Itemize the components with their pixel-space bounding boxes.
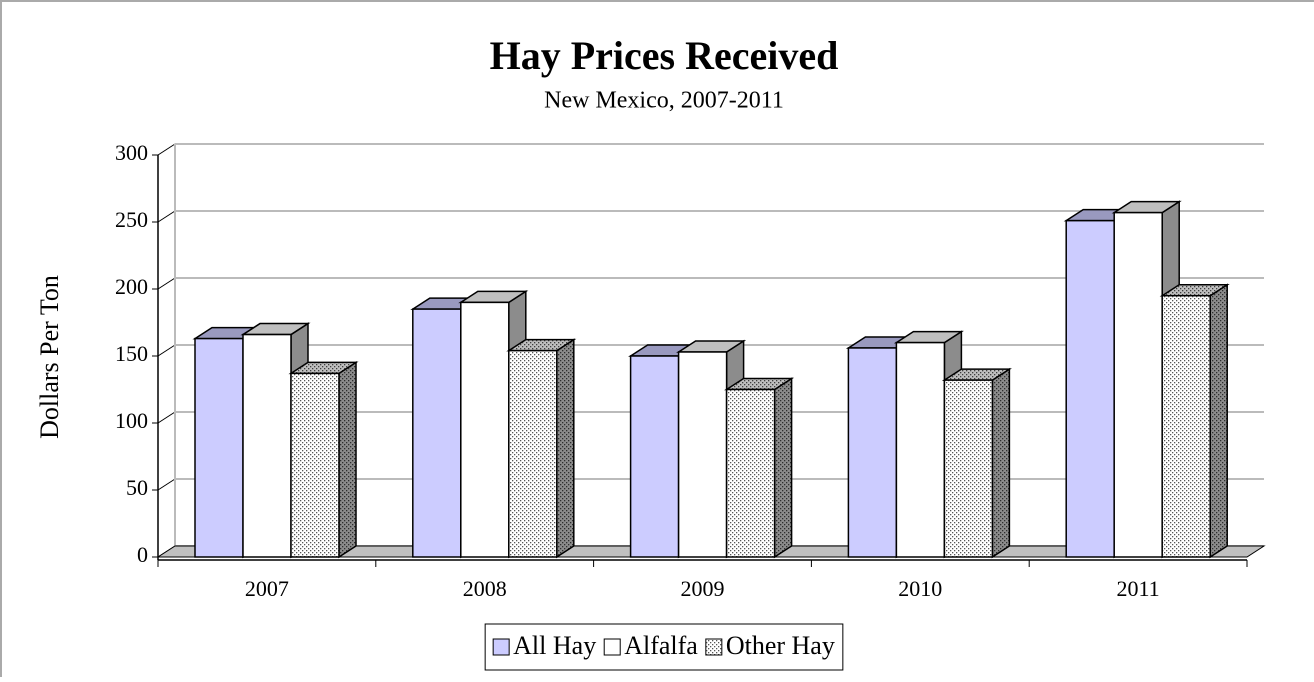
bar xyxy=(194,337,244,558)
x-tick-label: 2009 xyxy=(681,576,725,601)
y-axis-label: Dollars Per Ton xyxy=(35,275,64,439)
bar-top-shade xyxy=(726,378,792,390)
bar-top-shade xyxy=(1162,284,1228,296)
legend-swatch xyxy=(603,638,621,656)
bar-top-shade xyxy=(460,291,526,303)
bar xyxy=(725,388,776,558)
legend-label: Alfalfa xyxy=(624,631,698,660)
y-tick-label: 50 xyxy=(126,475,148,500)
bar-top-shade xyxy=(678,340,744,352)
legend-swatch xyxy=(705,638,723,656)
x-tick-label: 2011 xyxy=(1117,576,1160,601)
bar xyxy=(1113,211,1163,558)
bar xyxy=(290,372,340,558)
bar xyxy=(895,341,946,558)
bar-side-shade xyxy=(556,339,574,557)
bar xyxy=(1065,219,1115,558)
bar-top-shade xyxy=(508,339,574,351)
bar-top-shade xyxy=(944,369,1010,381)
bar xyxy=(847,347,898,558)
bar xyxy=(242,333,292,558)
y-tick-diag xyxy=(157,478,176,491)
legend-swatch xyxy=(492,638,510,656)
legend-box xyxy=(484,623,844,671)
y-tick-label: 150 xyxy=(115,341,148,366)
bar-side-shade xyxy=(992,369,1010,557)
y-tick-diag xyxy=(157,210,176,223)
bar-top-shade xyxy=(243,323,308,335)
x-tick-label: 2010 xyxy=(898,576,942,601)
bar-side-shade xyxy=(339,362,356,557)
bar-top-shade xyxy=(1114,201,1180,213)
bar-side-shade xyxy=(1210,284,1228,557)
bar xyxy=(677,351,728,558)
bar xyxy=(629,355,680,558)
bar-top-shade xyxy=(291,362,356,374)
chart-subtitle: New Mexico, 2007-2011 xyxy=(544,88,784,114)
y-tick-diag xyxy=(157,411,176,424)
bar xyxy=(1161,294,1211,558)
y-tick-label: 200 xyxy=(115,274,148,299)
chart-title: Hay Prices Received xyxy=(490,33,839,78)
bar xyxy=(460,301,510,558)
y-tick-label: 0 xyxy=(137,542,148,567)
y-tick-label: 100 xyxy=(115,408,148,433)
legend-label: Other Hay xyxy=(726,631,835,660)
y-tick-diag xyxy=(157,277,176,290)
bar-side-shade xyxy=(774,378,792,557)
y-tick-diag xyxy=(157,143,176,156)
y-tick-label: 300 xyxy=(115,140,148,165)
y-tick-diag xyxy=(157,344,176,357)
y-tick-label: 250 xyxy=(115,207,148,232)
bar xyxy=(508,349,558,558)
x-tick-label: 2007 xyxy=(245,576,289,601)
legend-label: All Hay xyxy=(513,631,596,660)
bar-top-shade xyxy=(896,331,962,343)
bar xyxy=(943,379,994,558)
bar xyxy=(412,308,462,558)
x-tick-label: 2008 xyxy=(463,576,507,601)
